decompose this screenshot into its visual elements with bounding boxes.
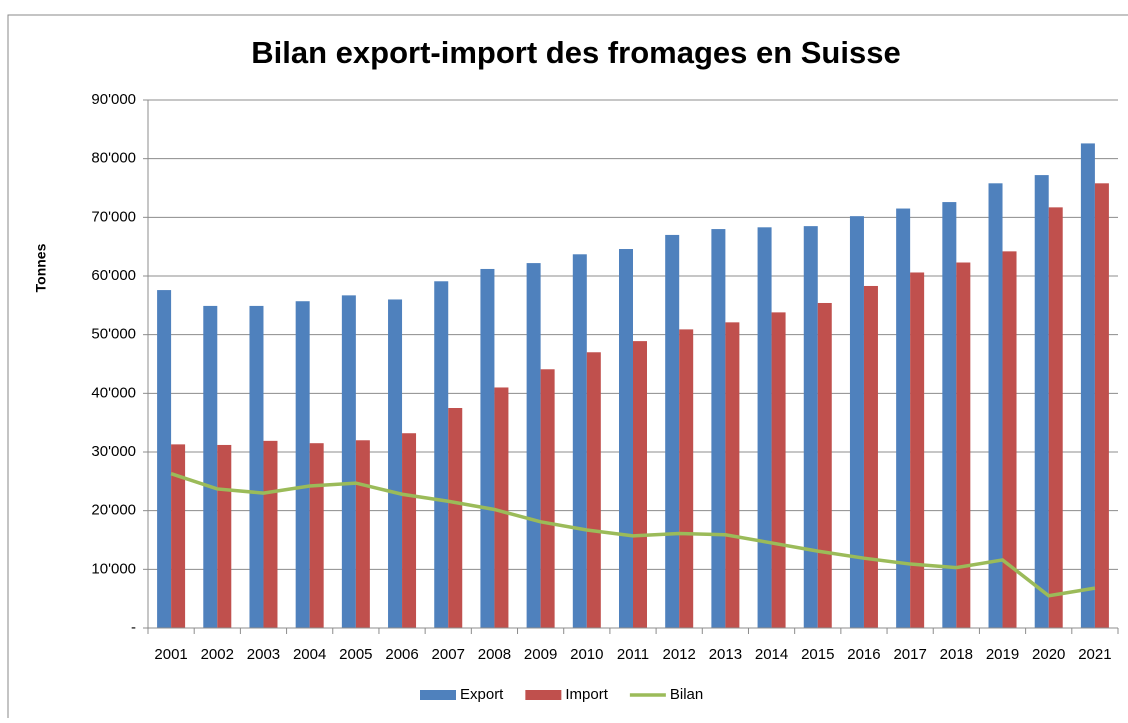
bar [263,440,278,628]
legend-swatch [525,690,562,700]
bar [1034,175,1049,629]
bar [803,226,818,628]
x-tick-label: 2015 [801,646,834,663]
y-tick-label: 20'000 [91,502,136,519]
x-tick-label: 2007 [432,646,465,663]
x-tick-label: 2019 [986,646,1019,663]
bar [355,440,370,628]
bar [540,369,555,628]
x-tick-label: 2021 [1078,646,1111,663]
bar [309,443,324,628]
bar [757,227,772,628]
x-tick-label: 2014 [755,646,788,663]
bar [217,444,232,628]
bar [494,387,509,628]
bar [249,305,264,628]
x-tick-label: 2001 [154,646,187,663]
bar [863,285,878,628]
bar [679,329,694,628]
x-tick-label: 2004 [293,646,326,663]
bar [849,216,864,628]
x-tick-label: 2008 [478,646,511,663]
y-tick-label: 70'000 [91,208,136,225]
legend-swatch [420,690,456,700]
x-tick-label: 2003 [247,646,280,663]
bar [956,262,971,628]
y-tick-label: 40'000 [91,384,136,401]
bar [526,263,541,628]
bar [1048,207,1063,629]
bar [988,183,1003,628]
bar [572,254,587,628]
bar [295,301,310,628]
bar [817,302,832,628]
y-tick-label: 50'000 [91,326,136,343]
bar [171,444,186,628]
y-tick-label: 30'000 [91,443,136,460]
x-tick-label: 2020 [1032,646,1065,663]
x-tick-label: 2010 [570,646,603,663]
bar [203,305,218,628]
bar [480,268,495,628]
x-tick-label: 2017 [893,646,926,663]
x-tick-label: 2002 [201,646,234,663]
y-tick-label: 80'000 [91,150,136,167]
bar [1080,143,1095,628]
y-tick-label: 10'000 [91,560,136,577]
bar [665,234,680,628]
bar [619,249,633,628]
bar [388,299,403,628]
bar [341,295,356,628]
x-tick-label: 2005 [339,646,372,663]
x-tick-label: 2011 [617,646,649,663]
x-tick-label: 2006 [385,646,418,663]
bar [771,312,786,628]
y-tick-label: 90'000 [91,91,136,108]
x-tick-label: 2016 [847,646,880,663]
bar [725,322,740,628]
bar [1094,183,1109,628]
bar [633,341,647,628]
legend-label: Import [565,686,608,703]
x-tick-label: 2018 [940,646,973,663]
legend-label: Export [460,686,504,703]
bar [402,433,417,628]
bar [711,229,726,629]
x-tick-label: 2012 [663,646,696,663]
chart-title: Bilan export-import des fromages en Suis… [251,35,900,70]
line-series [170,472,1096,598]
bar [448,408,463,628]
bar [1002,251,1017,629]
bar [157,290,172,628]
bar [434,281,449,628]
bar [896,208,911,629]
x-tick-label: 2013 [709,646,742,663]
y-axis-label: Tonnes [33,243,49,292]
chart-frame [7,14,1128,723]
bar [942,202,957,628]
bar [910,272,925,628]
bar [586,352,601,628]
y-tick-label: 60'000 [91,267,136,284]
x-tick-label: 2009 [524,646,557,663]
y-tick-label: - [131,619,136,636]
legend-label: Bilan [670,686,703,703]
